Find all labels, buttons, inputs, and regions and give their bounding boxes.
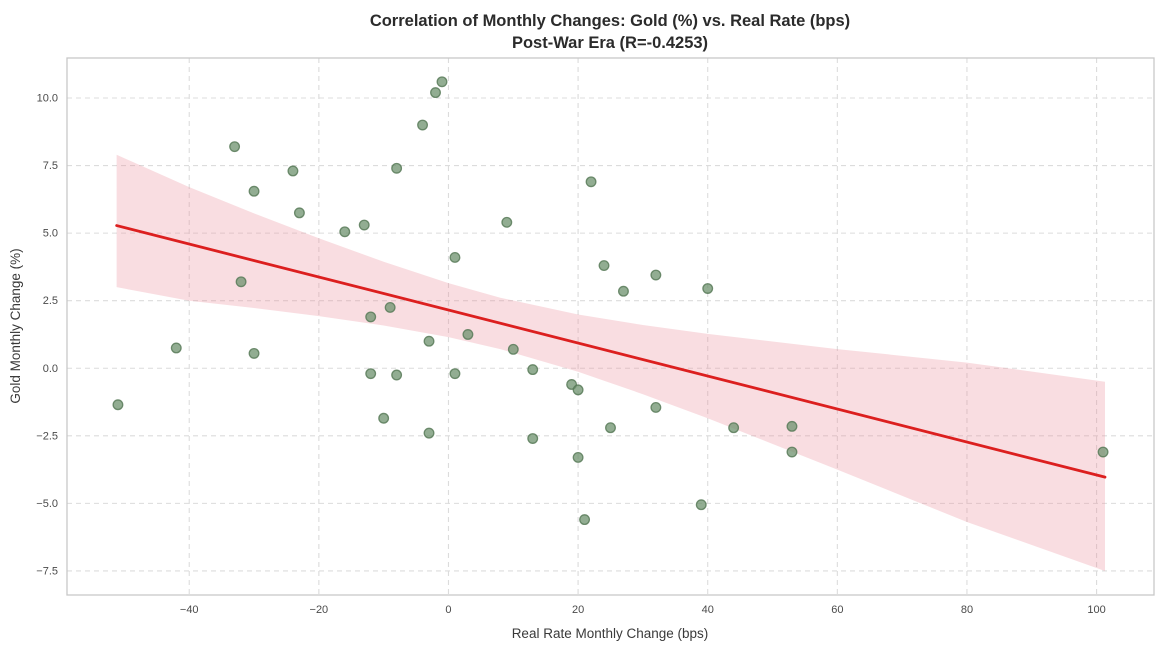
data-point	[527, 364, 539, 376]
data-point	[702, 283, 714, 294]
data-point	[358, 219, 370, 231]
y-tick-label: 10.0	[37, 92, 58, 104]
y-axis-label: Gold Monthly Change (%)	[8, 248, 23, 403]
y-tick-label: 5.0	[43, 228, 58, 240]
data-point	[365, 368, 377, 380]
y-tick-label: 7.5	[43, 160, 58, 172]
data-point	[786, 446, 798, 458]
data-point	[293, 207, 305, 219]
data-point	[1097, 446, 1109, 458]
data-point	[462, 329, 474, 340]
data-point	[112, 399, 124, 411]
data-point	[430, 87, 441, 99]
x-tick-label: 60	[831, 604, 843, 616]
data-point	[378, 412, 390, 424]
data-point	[650, 401, 662, 413]
data-point	[650, 269, 662, 281]
x-tick-label: 40	[702, 604, 714, 616]
data-point	[365, 311, 377, 323]
data-point	[391, 369, 403, 381]
y-tick-label: 2.5	[43, 295, 58, 307]
data-point	[170, 342, 182, 354]
data-point	[248, 185, 260, 197]
data-point	[501, 216, 513, 228]
y-tick-labels: 10.0 7.5 5.0 2.5 0.0 −2.5 −5.0 −7.5	[36, 92, 58, 577]
data-point	[229, 141, 241, 153]
y-tick-label: −7.5	[36, 565, 58, 577]
data-point	[235, 276, 247, 288]
data-point	[391, 162, 403, 174]
chart-title: Correlation of Monthly Changes: Gold (%)…	[370, 12, 850, 30]
x-axis-label: Real Rate Monthly Change (bps)	[512, 626, 709, 641]
x-tick-label: 80	[961, 604, 973, 616]
y-tick-label: −5.0	[36, 498, 58, 510]
data-point	[598, 260, 610, 272]
data-point	[436, 76, 448, 88]
regression-line-layer	[115, 224, 1107, 479]
plot-area	[67, 58, 1154, 595]
data-point	[384, 301, 396, 313]
data-point	[417, 119, 428, 131]
data-point	[507, 343, 519, 355]
x-tick-label: 20	[572, 604, 584, 616]
y-tick-label: −2.5	[36, 430, 58, 442]
confidence-band-layer	[116, 154, 1106, 571]
data-point	[423, 335, 435, 347]
x-tick-label: −40	[180, 604, 199, 616]
x-tick-label: 100	[1087, 604, 1105, 616]
data-point	[786, 420, 798, 432]
data-point	[728, 422, 740, 434]
x-tick-label: −20	[310, 604, 329, 616]
data-point	[527, 433, 539, 444]
chart-subtitle: Post-War Era (R=-0.4253)	[512, 34, 708, 52]
data-point	[572, 451, 584, 463]
data-point	[618, 285, 629, 297]
data-point	[449, 368, 461, 380]
data-point	[572, 384, 584, 396]
data-point	[339, 226, 351, 238]
scatter-points-layer	[112, 76, 1109, 526]
regression-line	[115, 224, 1107, 479]
gridlines	[67, 58, 1154, 595]
data-point	[695, 499, 707, 511]
y-tick-label: 0.0	[43, 363, 58, 375]
x-tick-labels: −40 −20 0 20 40 60 80 100	[180, 604, 1106, 616]
plot-border	[66, 57, 1155, 596]
data-point	[287, 165, 299, 177]
data-point	[248, 347, 260, 359]
data-point	[605, 422, 616, 434]
x-tick-label: 0	[445, 604, 451, 616]
data-point	[423, 427, 435, 439]
data-point	[449, 251, 461, 263]
data-point	[585, 176, 597, 188]
data-point	[579, 514, 591, 526]
confidence-band	[116, 154, 1106, 571]
